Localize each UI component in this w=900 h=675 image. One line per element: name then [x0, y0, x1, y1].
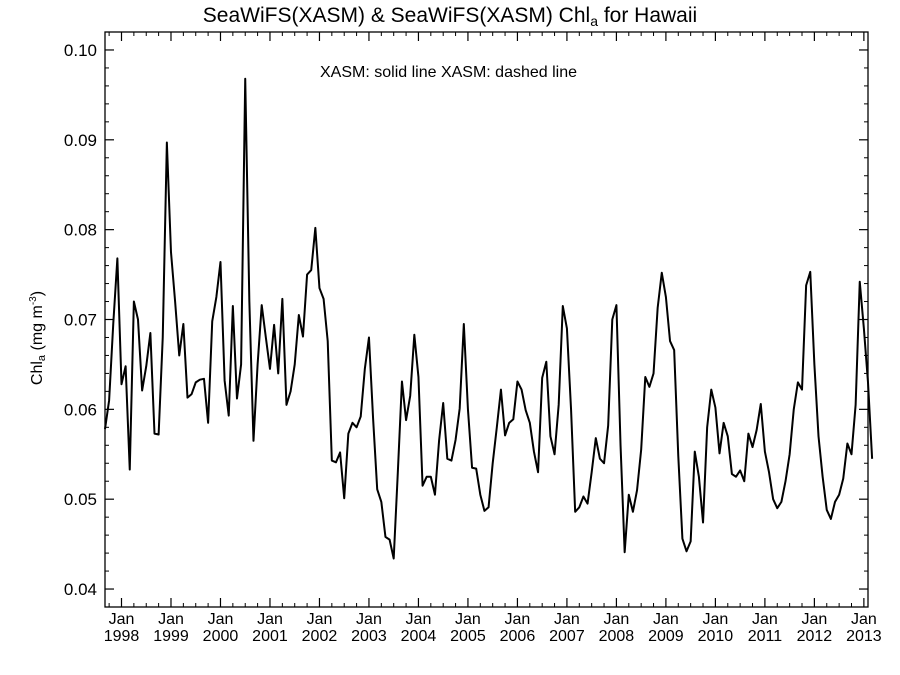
chart-title-tail: for Hawaii [598, 4, 698, 27]
chart-title-subscript: a [590, 13, 598, 29]
x-tick-label-year: 1999 [153, 628, 189, 645]
x-tick-label-year: 2012 [797, 628, 833, 645]
chart-title: SeaWiFS(XASM) & SeaWiFS(XASM) Chla for H… [0, 4, 900, 29]
chart-title-main: SeaWiFS(XASM) & SeaWiFS(XASM) Chl [202, 4, 591, 27]
y-tick-label: 0.05 [64, 490, 97, 509]
x-tick-label-year: 1998 [104, 628, 140, 645]
x-tick-label-month: Jan [703, 611, 729, 628]
x-tick-label-month: Jan [604, 611, 630, 628]
y-tick-label: 0.08 [64, 221, 97, 240]
x-tick-label-month: Jan [257, 611, 283, 628]
x-tick-label-month: Jan [455, 611, 481, 628]
x-tick-label-month: Jan [653, 611, 679, 628]
y-axis-label-sub: a [36, 354, 48, 362]
x-tick-label-year: 2013 [846, 628, 882, 645]
y-tick-label: 0.04 [64, 580, 97, 599]
x-tick-label-month: Jan [307, 611, 333, 628]
x-tick-label-year: 2011 [748, 628, 783, 645]
y-tick-label: 0.07 [64, 311, 97, 330]
y-tick-label: 0.06 [64, 400, 97, 419]
x-tick-label-month: Jan [109, 611, 135, 628]
x-tick-label-year: 2003 [351, 628, 387, 645]
y-axis-label: Chla (mg m-3) [28, 238, 48, 438]
x-tick-label-month: Jan [356, 611, 382, 628]
series-line-xasm [104, 77, 874, 560]
x-tick-label-month: Jan [554, 611, 580, 628]
x-tick-label-month: Jan [851, 611, 877, 628]
y-axis-label-main: Chl [29, 361, 46, 386]
y-axis: 0.04 0.05 0.06 0.07 0.08 0.09 0.10 [64, 31, 868, 608]
y-axis-label-exponent: -3 [28, 296, 39, 306]
x-tick-label-year: 2000 [203, 628, 239, 645]
x-tick-label-year: 2007 [549, 628, 585, 645]
legend-annotation: XASM: solid line XASM: dashed line [320, 64, 578, 81]
y-axis-label-units: (mg m [29, 305, 46, 355]
x-tick-label-month: Jan [505, 611, 531, 628]
x-tick-label-year: 2008 [599, 628, 635, 645]
x-tick-label-year: 2006 [500, 628, 536, 645]
x-tick-label-year: 2001 [252, 628, 288, 645]
x-tick-label-year: 2004 [401, 628, 437, 645]
y-axis-label-units-close: ) [29, 290, 46, 297]
series-layer [104, 77, 874, 560]
x-tick-label-month: Jan [801, 611, 827, 628]
x-tick-label-month: Jan [406, 611, 432, 628]
y-tick-label: 0.10 [64, 41, 97, 60]
x-tick-label-month: Jan [208, 611, 234, 628]
x-tick-label-month: Jan [752, 611, 778, 628]
x-tick-label-year: 2002 [302, 628, 338, 645]
x-tick-label-year: 2009 [648, 628, 684, 645]
x-tick-label-year: 2010 [698, 628, 734, 645]
x-tick-label-month: Jan [158, 611, 184, 628]
plot-area [104, 31, 869, 608]
plot-frame [104, 31, 869, 608]
x-axis: Jan1998Jan1999Jan2000Jan2001Jan2002Jan20… [104, 32, 882, 645]
x-tick-label-year: 2005 [450, 628, 486, 645]
y-tick-label: 0.09 [64, 131, 97, 150]
